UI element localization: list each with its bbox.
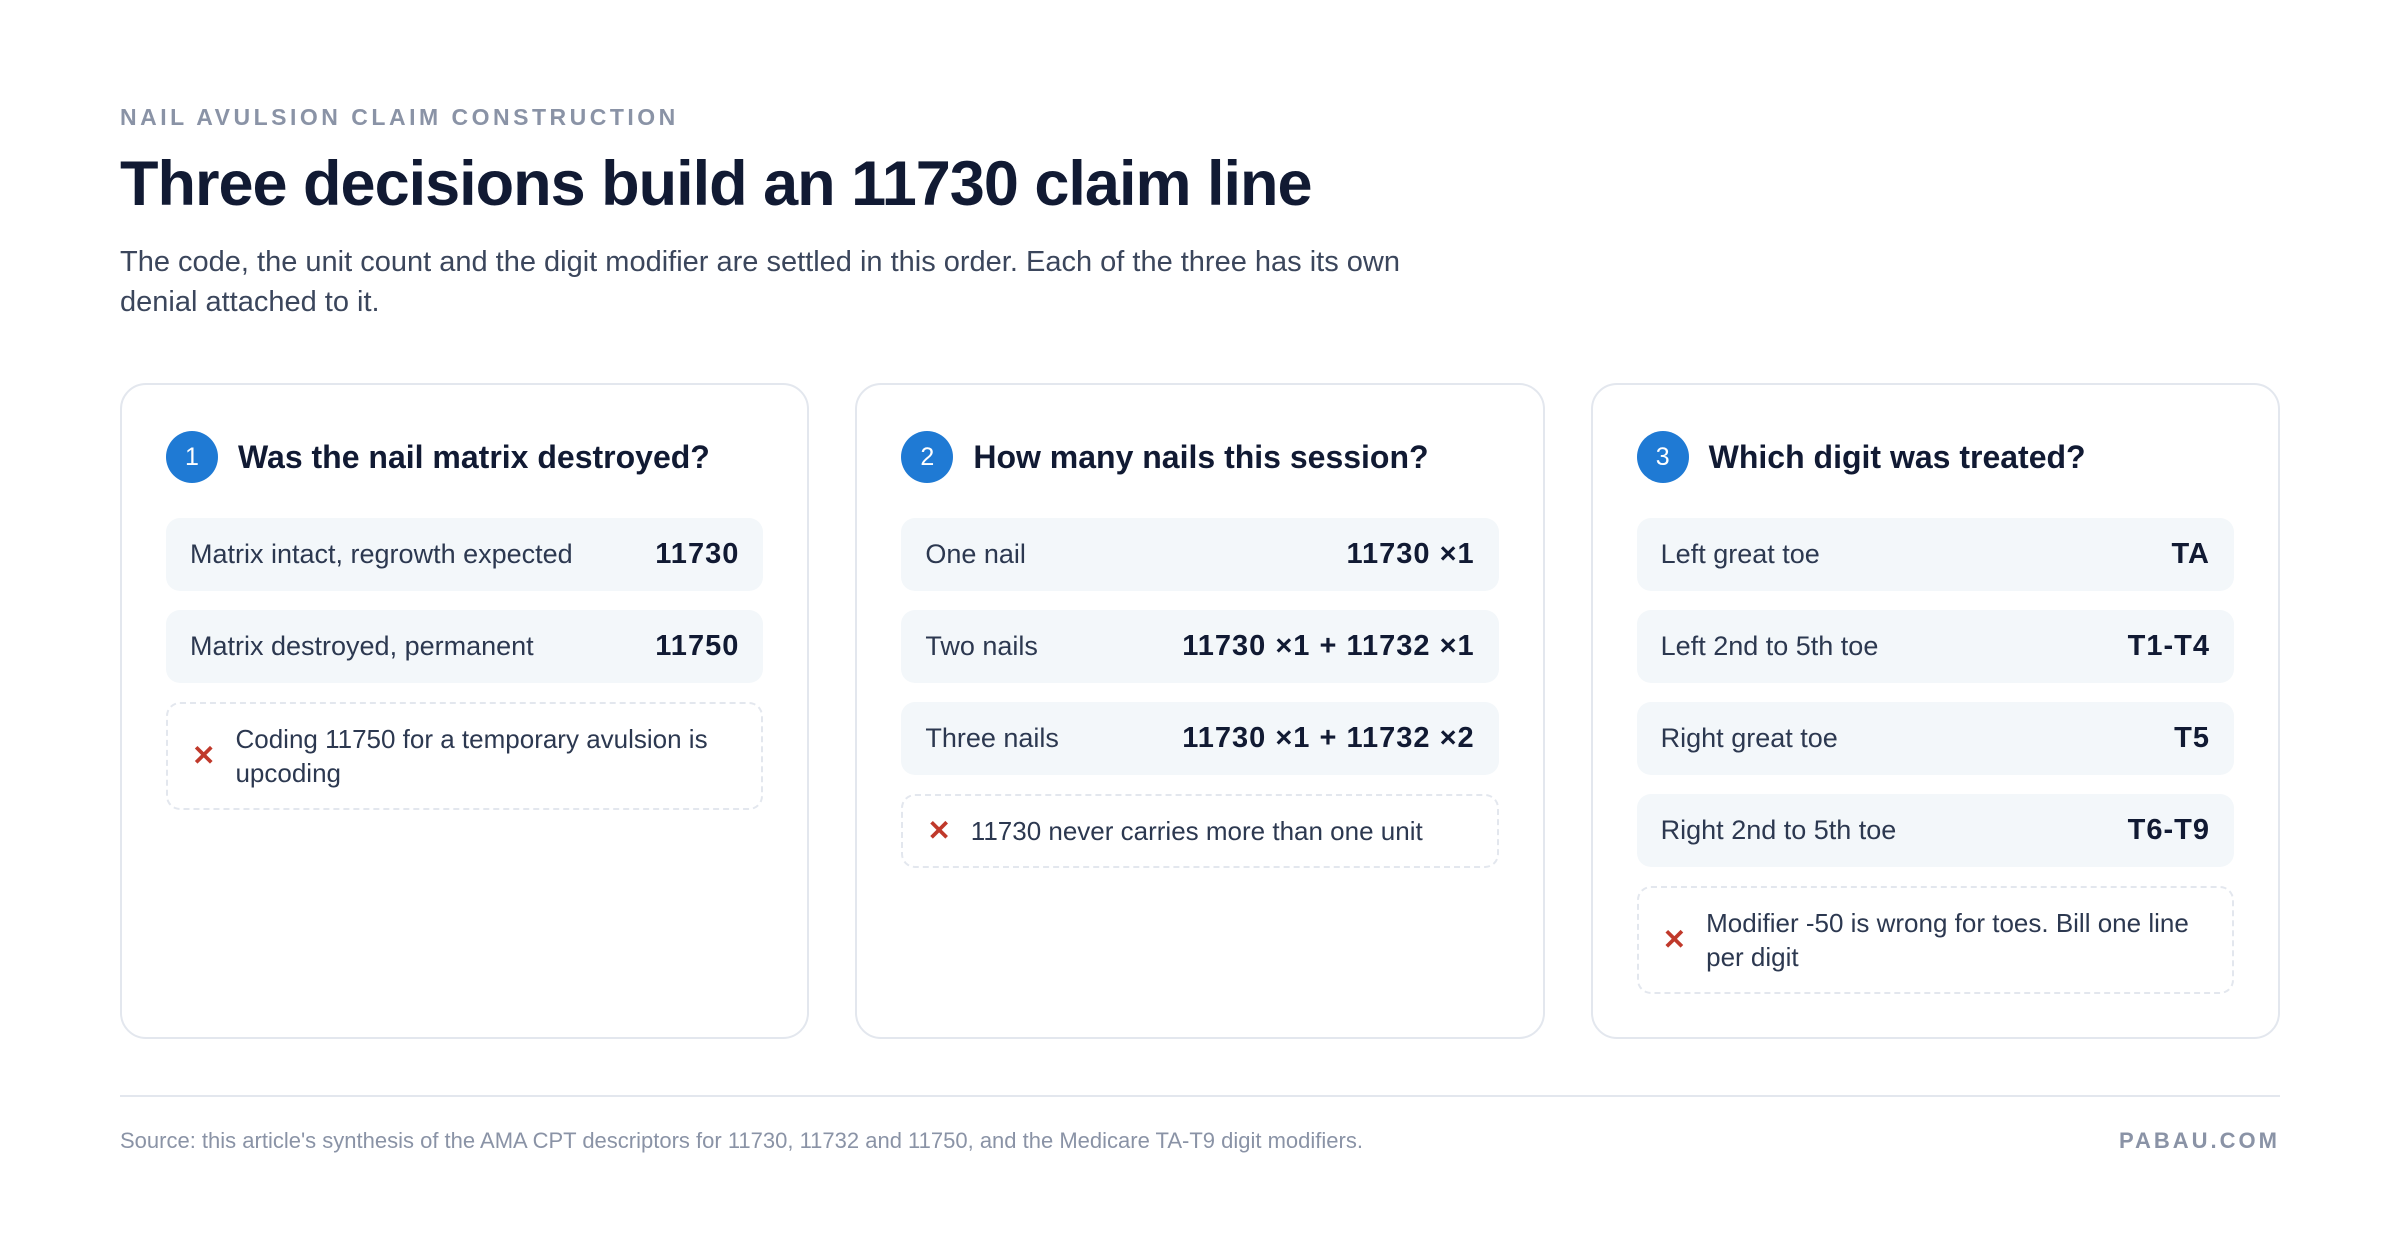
subtitle: The code, the unit count and the digit m… bbox=[120, 246, 1400, 318]
option-code: 11730 ×1 + 11732 ×1 bbox=[1182, 630, 1475, 662]
title: Three decisions build an 11730 claim lin… bbox=[120, 149, 1312, 219]
cross-icon: ✕ bbox=[927, 815, 951, 846]
step-number: 3 bbox=[1636, 431, 1689, 483]
step-number: 2 bbox=[901, 431, 954, 483]
denial-note: ✕ 11730 never carries more than one unit bbox=[901, 794, 1499, 868]
source: Source: this article's synthesis of the … bbox=[120, 1128, 1363, 1153]
question: Was the nail matrix destroyed? bbox=[238, 438, 710, 475]
option-row: Matrix intact, regrowth expected 11730 bbox=[166, 518, 764, 591]
option-code: TA bbox=[2171, 538, 2210, 570]
option-label: Right 2nd to 5th toe bbox=[1660, 815, 1897, 845]
option-code: 11730 ×1 + 11732 ×2 bbox=[1182, 722, 1475, 754]
option-code: 11730 bbox=[655, 538, 740, 570]
option-row: Three nails 11730 ×1 + 11732 ×2 bbox=[901, 702, 1499, 775]
option-row: Right great toe T5 bbox=[1636, 702, 2234, 775]
question: Which digit was treated? bbox=[1708, 438, 2086, 475]
option-code: 11750 bbox=[655, 630, 740, 662]
option-row: Right 2nd to 5th toe T6-T9 bbox=[1636, 794, 2234, 867]
option-label: One nail bbox=[925, 539, 1026, 569]
decision-card: 2 How many nails this session? One nail 117… bbox=[855, 383, 1545, 1039]
card-header: 2 How many nails this session? bbox=[901, 431, 1498, 483]
eyebrow: NAIL AVULSION CLAIM CONSTRUCTION bbox=[120, 104, 679, 130]
option-label: Matrix intact, regrowth expected bbox=[190, 539, 573, 569]
card-header: 1 Was the nail matrix destroyed? bbox=[166, 431, 763, 483]
option-code: T5 bbox=[2174, 722, 2210, 754]
option-row: One nail 11730 ×1 bbox=[901, 518, 1499, 591]
denial-note: ✕ Modifier -50 is wrong for toes. Bill on… bbox=[1636, 886, 2234, 994]
note-text: Modifier -50 is wrong for toes. Bill one… bbox=[1706, 908, 2189, 972]
note-text: 11730 never carries more than one unit bbox=[970, 816, 1423, 846]
option-row: Matrix destroyed, permanent 11750 bbox=[166, 610, 764, 683]
step-number: 1 bbox=[166, 431, 218, 483]
decision-card: 1 Was the nail matrix destroyed? Matrix in… bbox=[120, 383, 810, 1039]
option-label: Matrix destroyed, permanent bbox=[190, 631, 534, 661]
option-code: T1-T4 bbox=[2127, 630, 2210, 662]
option-row: Left great toe TA bbox=[1636, 518, 2234, 591]
cards: 1 Was the nail matrix destroyed? Matrix in… bbox=[120, 383, 2280, 1039]
option-row: Left 2nd to 5th toe T1-T4 bbox=[1636, 610, 2234, 683]
divider bbox=[120, 1095, 2280, 1097]
note-text: Coding 11750 for a temporary avulsion is… bbox=[235, 724, 708, 788]
option-label: Right great toe bbox=[1660, 723, 1838, 753]
option-label: Left 2nd to 5th toe bbox=[1660, 631, 1879, 661]
option-row: Two nails 11730 ×1 + 11732 ×1 bbox=[901, 610, 1499, 683]
option-label: Left great toe bbox=[1660, 539, 1820, 569]
denial-note: ✕ Coding 11750 for a temporary avulsion i… bbox=[166, 702, 764, 810]
option-code: T6-T9 bbox=[2127, 814, 2210, 846]
option-label: Three nails bbox=[925, 723, 1059, 753]
question: How many nails this session? bbox=[973, 438, 1429, 475]
cross-icon: ✕ bbox=[192, 740, 216, 771]
brand: PABAU.COM bbox=[2118, 1128, 2280, 1153]
option-label: Two nails bbox=[925, 631, 1038, 661]
decision-card: 3 Which digit was treated? Left great toe T… bbox=[1590, 383, 2280, 1039]
option-code: 11730 ×1 bbox=[1346, 538, 1475, 570]
cross-icon: ✕ bbox=[1662, 924, 1687, 955]
card-header: 3 Which digit was treated? bbox=[1636, 431, 2234, 483]
